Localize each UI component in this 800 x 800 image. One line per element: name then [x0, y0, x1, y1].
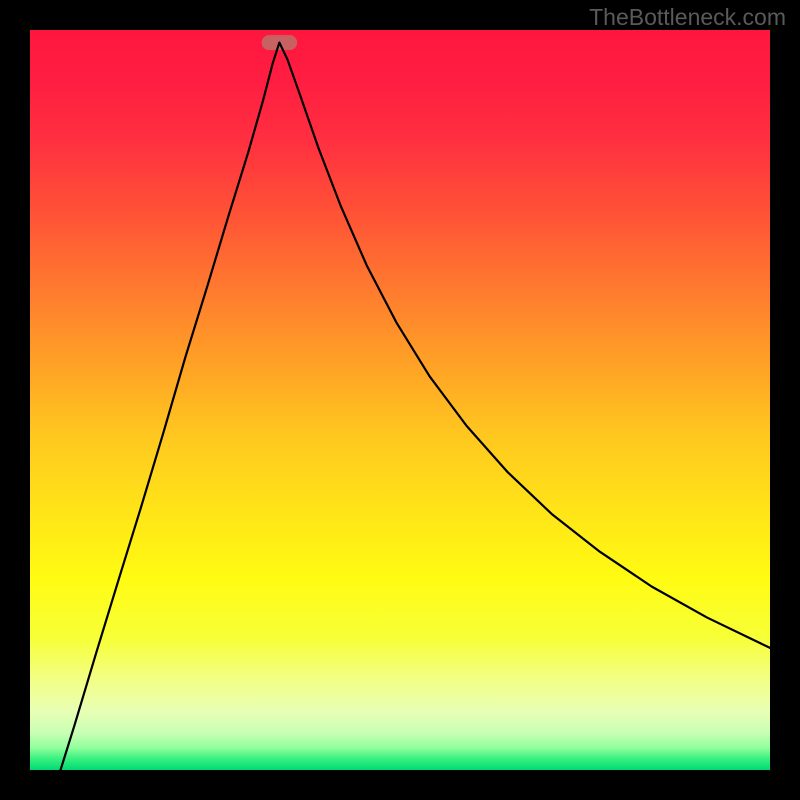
- chart-svg: [30, 30, 770, 770]
- chart-background: [30, 30, 770, 770]
- chart-plot-area: [30, 30, 770, 770]
- watermark-text: TheBottleneck.com: [589, 4, 786, 31]
